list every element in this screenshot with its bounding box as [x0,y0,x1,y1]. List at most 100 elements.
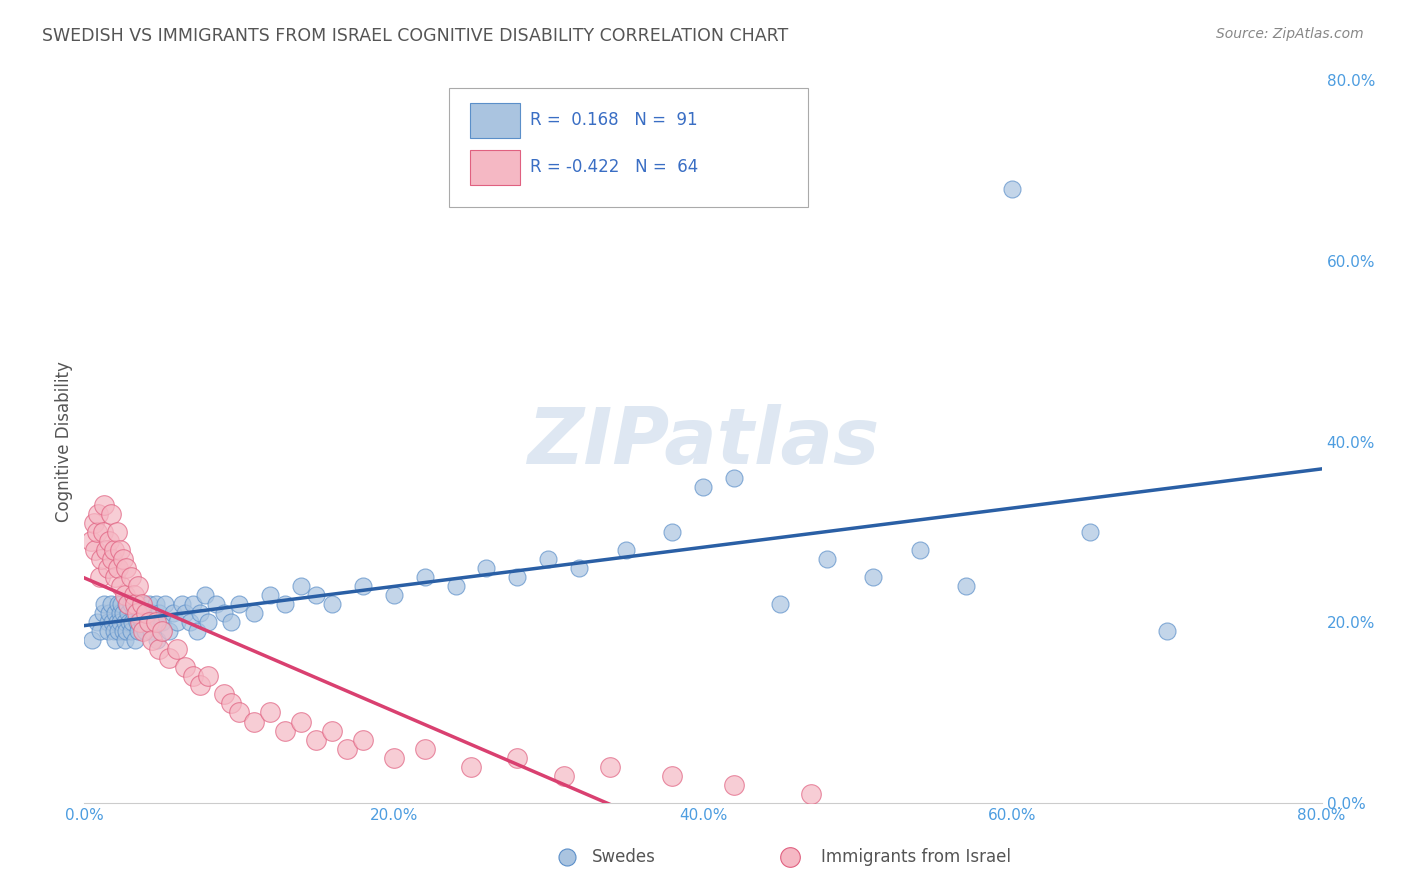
Point [352,732,374,747]
Y-axis label: Cognitive Disability: Cognitive Disability [55,361,73,522]
Point [1156,624,1178,639]
Point [93,597,115,611]
FancyBboxPatch shape [450,87,808,207]
Point [506,750,529,764]
Point [105,615,128,630]
Point [228,706,250,720]
Point [110,597,132,611]
Point [117,606,139,620]
Point [84,542,107,557]
Point [104,570,127,584]
Point [135,606,157,620]
Point [197,615,219,630]
Point [159,651,180,665]
Point [259,588,281,602]
Point [132,624,155,639]
Point [692,480,714,494]
Point [150,624,173,639]
Point [101,552,124,566]
Point [181,669,204,683]
Point [290,714,312,729]
Point [1078,524,1101,539]
Point [103,624,125,639]
Point [382,750,405,764]
Point [124,633,146,648]
Text: Immigrants from Israel: Immigrants from Israel [821,848,1011,866]
Point [108,542,131,557]
Point [135,606,157,620]
Point [413,570,436,584]
Point [145,615,167,630]
Point [553,769,575,783]
Point [305,588,328,602]
Text: Swedes: Swedes [592,848,655,866]
Point [122,606,145,620]
Point [104,633,127,648]
Point [166,642,188,657]
Point [170,597,193,611]
Point [96,624,118,639]
Point [108,615,131,630]
Point [117,597,139,611]
Point [101,615,124,630]
Point [243,714,266,729]
Point [125,615,148,630]
Point [114,588,136,602]
Point [188,606,211,620]
Point [243,606,266,620]
Point [148,642,170,657]
Point [568,561,591,575]
Point [129,615,152,630]
Point [955,863,977,878]
Point [676,863,699,878]
Point [769,597,792,611]
Point [862,570,884,584]
Point [138,597,160,611]
Point [121,615,143,630]
Point [413,741,436,756]
Point [107,597,129,611]
Point [148,606,170,620]
Point [352,579,374,593]
Point [86,524,108,539]
Point [321,597,343,611]
Point [131,615,153,630]
Point [444,579,467,593]
Point [321,723,343,738]
Point [723,778,745,792]
Point [103,542,125,557]
Point [96,615,118,630]
Point [460,760,482,774]
Text: R =  0.168   N =  91: R = 0.168 N = 91 [530,111,697,129]
Point [100,597,122,611]
Point [93,498,115,512]
Point [205,597,228,611]
Point [197,669,219,683]
Point [98,606,121,620]
Point [107,561,129,575]
Point [150,615,173,630]
Point [79,533,101,548]
Point [127,597,149,611]
Point [661,769,683,783]
Point [166,615,188,630]
Point [82,633,104,648]
Point [614,542,637,557]
Point [143,615,166,630]
Point [87,507,110,521]
Point [219,615,242,630]
Point [800,787,823,801]
Point [115,561,138,575]
Point [112,606,135,620]
Text: R = -0.422   N =  64: R = -0.422 N = 64 [530,158,697,176]
Point [146,633,169,648]
Point [228,597,250,611]
Text: Source: ZipAtlas.com: Source: ZipAtlas.com [1216,27,1364,41]
Point [162,606,184,620]
Point [105,524,128,539]
Point [131,597,153,611]
Point [122,588,145,602]
Point [305,732,328,747]
Point [112,552,135,566]
Point [107,624,129,639]
